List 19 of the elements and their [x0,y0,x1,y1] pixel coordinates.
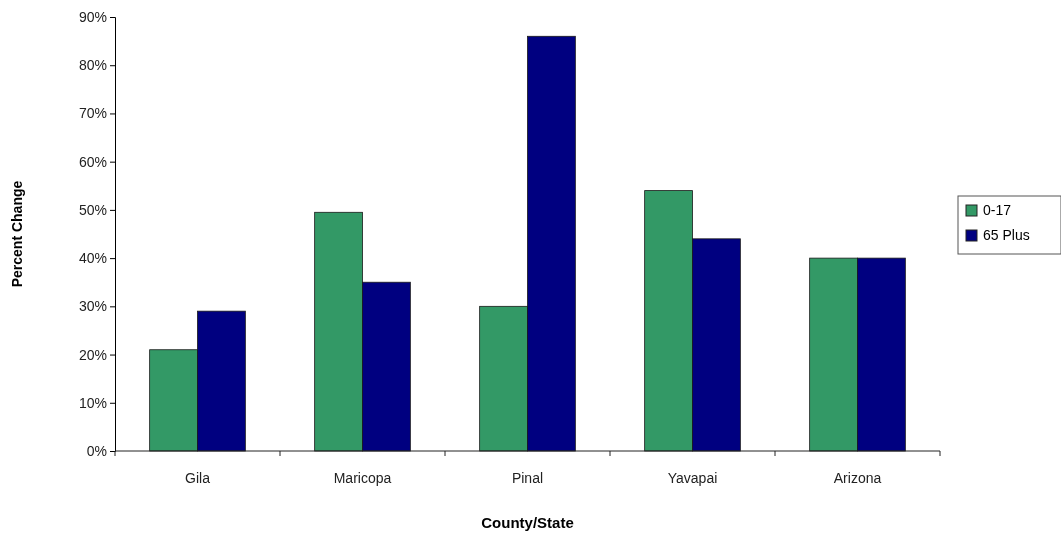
y-tick-label: 80% [78,57,107,74]
y-tick-label: 40% [78,250,107,267]
x-tick-label: Arizona [833,470,882,486]
y-tick-label: 50% [78,201,107,218]
y-tick-label: 70% [78,105,107,122]
y-tick-label: 20% [78,346,107,363]
y-tick-label: 0% [86,442,107,459]
y-tick-label: 90% [78,8,107,25]
x-axis-title: County/State [481,514,574,531]
y-tick-label: 30% [78,298,107,315]
legend-label: 0-17 [983,202,1012,218]
x-tick-label: Gila [185,470,211,486]
x-tick-label: Pinal [511,470,544,486]
y-axis-title: Percent Change [9,180,25,288]
y-tick-label: 10% [78,394,107,411]
legend-label: 65 Plus [983,227,1030,243]
y-tick-label: 60% [78,153,107,170]
x-tick-label: Maricopa [333,470,392,486]
x-tick-label: Yavapai [667,470,718,486]
